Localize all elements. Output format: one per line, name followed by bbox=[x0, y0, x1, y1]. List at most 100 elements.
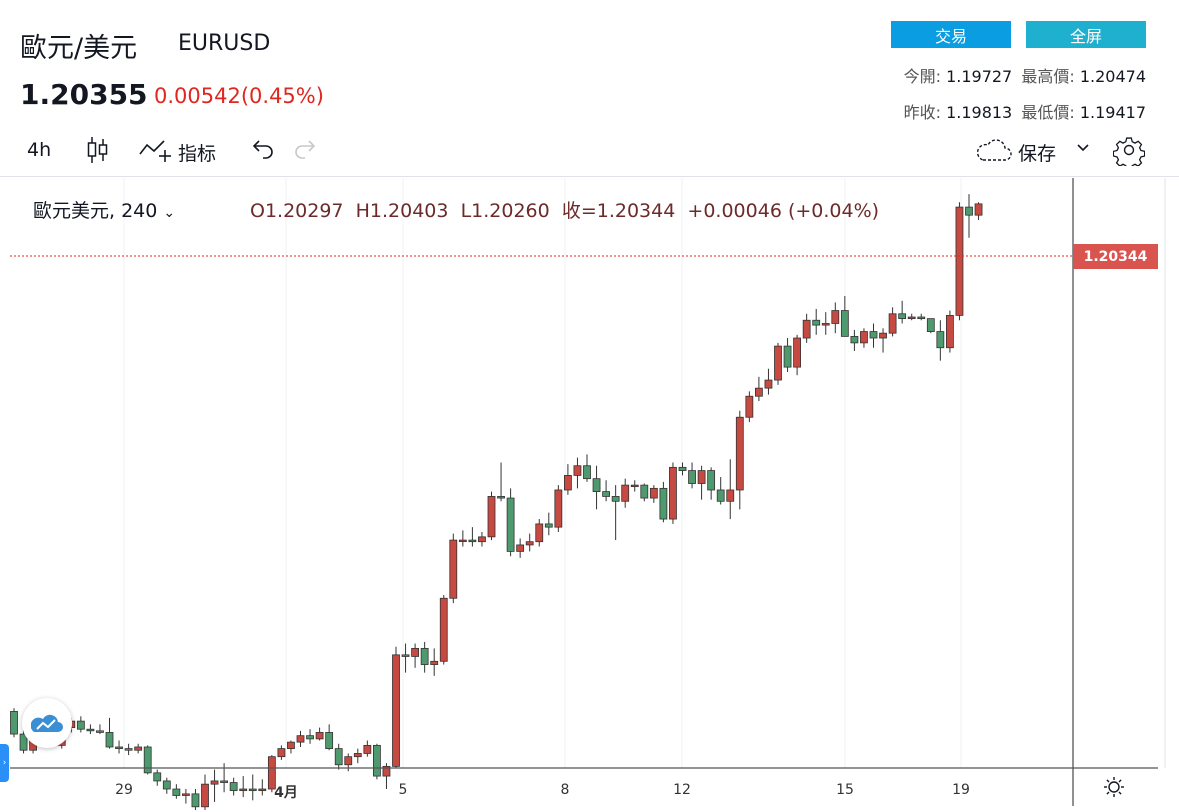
candles-icon[interactable] bbox=[86, 135, 110, 165]
candle-up bbox=[802, 319, 811, 339]
candle-up bbox=[831, 310, 840, 324]
chevron-down-icon[interactable] bbox=[1076, 143, 1090, 153]
candle-up bbox=[735, 416, 744, 491]
candle-down bbox=[850, 336, 859, 344]
high-label: 最高價: bbox=[1021, 67, 1075, 86]
candle-up bbox=[535, 523, 544, 543]
legend-interval: 240 bbox=[121, 200, 158, 222]
candle-up bbox=[277, 748, 286, 758]
candle-down bbox=[544, 523, 553, 528]
candle-down bbox=[468, 539, 477, 543]
stats-row-2: 昨收: 1.19813 最低價: 1.19417 bbox=[904, 99, 1146, 123]
prev-close-value: 1.19813 bbox=[946, 103, 1013, 122]
indicator-icon[interactable] bbox=[138, 136, 174, 164]
candle-down bbox=[506, 497, 515, 552]
candle-down bbox=[640, 484, 649, 499]
candle-down bbox=[153, 772, 162, 782]
candle-up bbox=[774, 345, 782, 381]
redo-icon[interactable] bbox=[293, 138, 317, 160]
candle-down bbox=[812, 319, 821, 326]
candle-down bbox=[659, 487, 668, 520]
interval-button[interactable]: 4h bbox=[27, 139, 52, 161]
legend-low: L1.20260 bbox=[460, 200, 550, 222]
candle-down bbox=[420, 647, 429, 665]
candle-up bbox=[907, 316, 916, 320]
chart-top-border bbox=[0, 176, 1179, 177]
candle-up bbox=[525, 541, 534, 546]
indicators-button[interactable]: 指标 bbox=[178, 143, 217, 165]
candle-up bbox=[478, 536, 486, 543]
candle-down bbox=[96, 730, 104, 733]
candle-up bbox=[458, 539, 467, 542]
candle-up bbox=[573, 465, 582, 476]
candle-down bbox=[678, 466, 687, 471]
candle-down bbox=[334, 748, 343, 766]
candle-down bbox=[602, 491, 610, 497]
candle-up bbox=[201, 783, 209, 808]
candle-down bbox=[86, 728, 95, 732]
candle-up bbox=[726, 489, 735, 502]
candle-up bbox=[745, 395, 754, 418]
legend-change: +0.00046 (+0.04%) bbox=[687, 200, 880, 222]
undo-icon[interactable] bbox=[251, 138, 275, 160]
candle-down bbox=[248, 788, 257, 792]
candle-up bbox=[955, 206, 964, 316]
trade-button[interactable]: 交易 bbox=[891, 21, 1011, 48]
candle-up bbox=[134, 746, 143, 751]
candle-down bbox=[936, 331, 945, 349]
candle-up bbox=[630, 484, 639, 488]
candle-up bbox=[649, 487, 658, 499]
candle-down bbox=[869, 331, 878, 339]
x-tick-label: 4月 bbox=[274, 785, 298, 801]
candle-down bbox=[191, 793, 200, 808]
candle-up bbox=[449, 539, 458, 599]
candle-down bbox=[143, 746, 152, 774]
candle-up bbox=[697, 470, 706, 484]
candle-down bbox=[840, 310, 849, 337]
tradingview-logo[interactable] bbox=[22, 698, 72, 748]
candle-up bbox=[554, 489, 563, 528]
open-value: 1.19727 bbox=[946, 67, 1013, 86]
save-button[interactable]: 保存 bbox=[1018, 143, 1057, 165]
candle-down bbox=[19, 733, 28, 751]
candle-up bbox=[888, 313, 897, 334]
last-price-tag: 1.20344 bbox=[1073, 244, 1158, 269]
candle-down bbox=[115, 746, 123, 750]
candle-up bbox=[946, 314, 954, 349]
side-panel-toggle[interactable]: › bbox=[0, 744, 9, 782]
candle-up bbox=[764, 379, 773, 389]
candle-up bbox=[392, 654, 400, 767]
legend-series[interactable]: 歐元美元, 240 ⌄ bbox=[33, 196, 175, 223]
candle-up bbox=[210, 780, 219, 785]
open-label: 今開: bbox=[903, 67, 941, 86]
candle-down bbox=[401, 654, 410, 657]
candle-down bbox=[372, 744, 381, 777]
candle-down bbox=[583, 465, 591, 480]
sun-icon[interactable] bbox=[1103, 776, 1125, 798]
fullscreen-button[interactable]: 全屏 bbox=[1026, 21, 1146, 48]
candle-up bbox=[315, 732, 324, 740]
candle-up bbox=[621, 484, 630, 502]
candle-up bbox=[564, 475, 572, 491]
candle-down bbox=[162, 780, 171, 790]
candle-up bbox=[239, 788, 248, 792]
cloud-icon[interactable] bbox=[975, 137, 1013, 163]
candle-down bbox=[497, 496, 505, 499]
candle-down bbox=[898, 313, 907, 320]
prev-close-label: 昨收: bbox=[903, 103, 941, 122]
candle-down bbox=[325, 732, 334, 750]
candle-up bbox=[430, 660, 439, 665]
symbol-code: EURUSD bbox=[178, 31, 271, 56]
candle-down bbox=[172, 788, 181, 796]
x-tick-label: 19 bbox=[952, 782, 970, 798]
price-change: 0.00542(0.45%) bbox=[154, 84, 324, 108]
candle-down bbox=[716, 489, 725, 502]
candle-up bbox=[439, 597, 448, 662]
candle-up bbox=[353, 753, 362, 758]
candle-up bbox=[755, 387, 763, 397]
gear-icon[interactable] bbox=[1113, 134, 1145, 166]
pair-title: 歐元/美元 bbox=[20, 33, 138, 64]
candle-up bbox=[258, 788, 267, 792]
candle-up bbox=[821, 323, 830, 326]
